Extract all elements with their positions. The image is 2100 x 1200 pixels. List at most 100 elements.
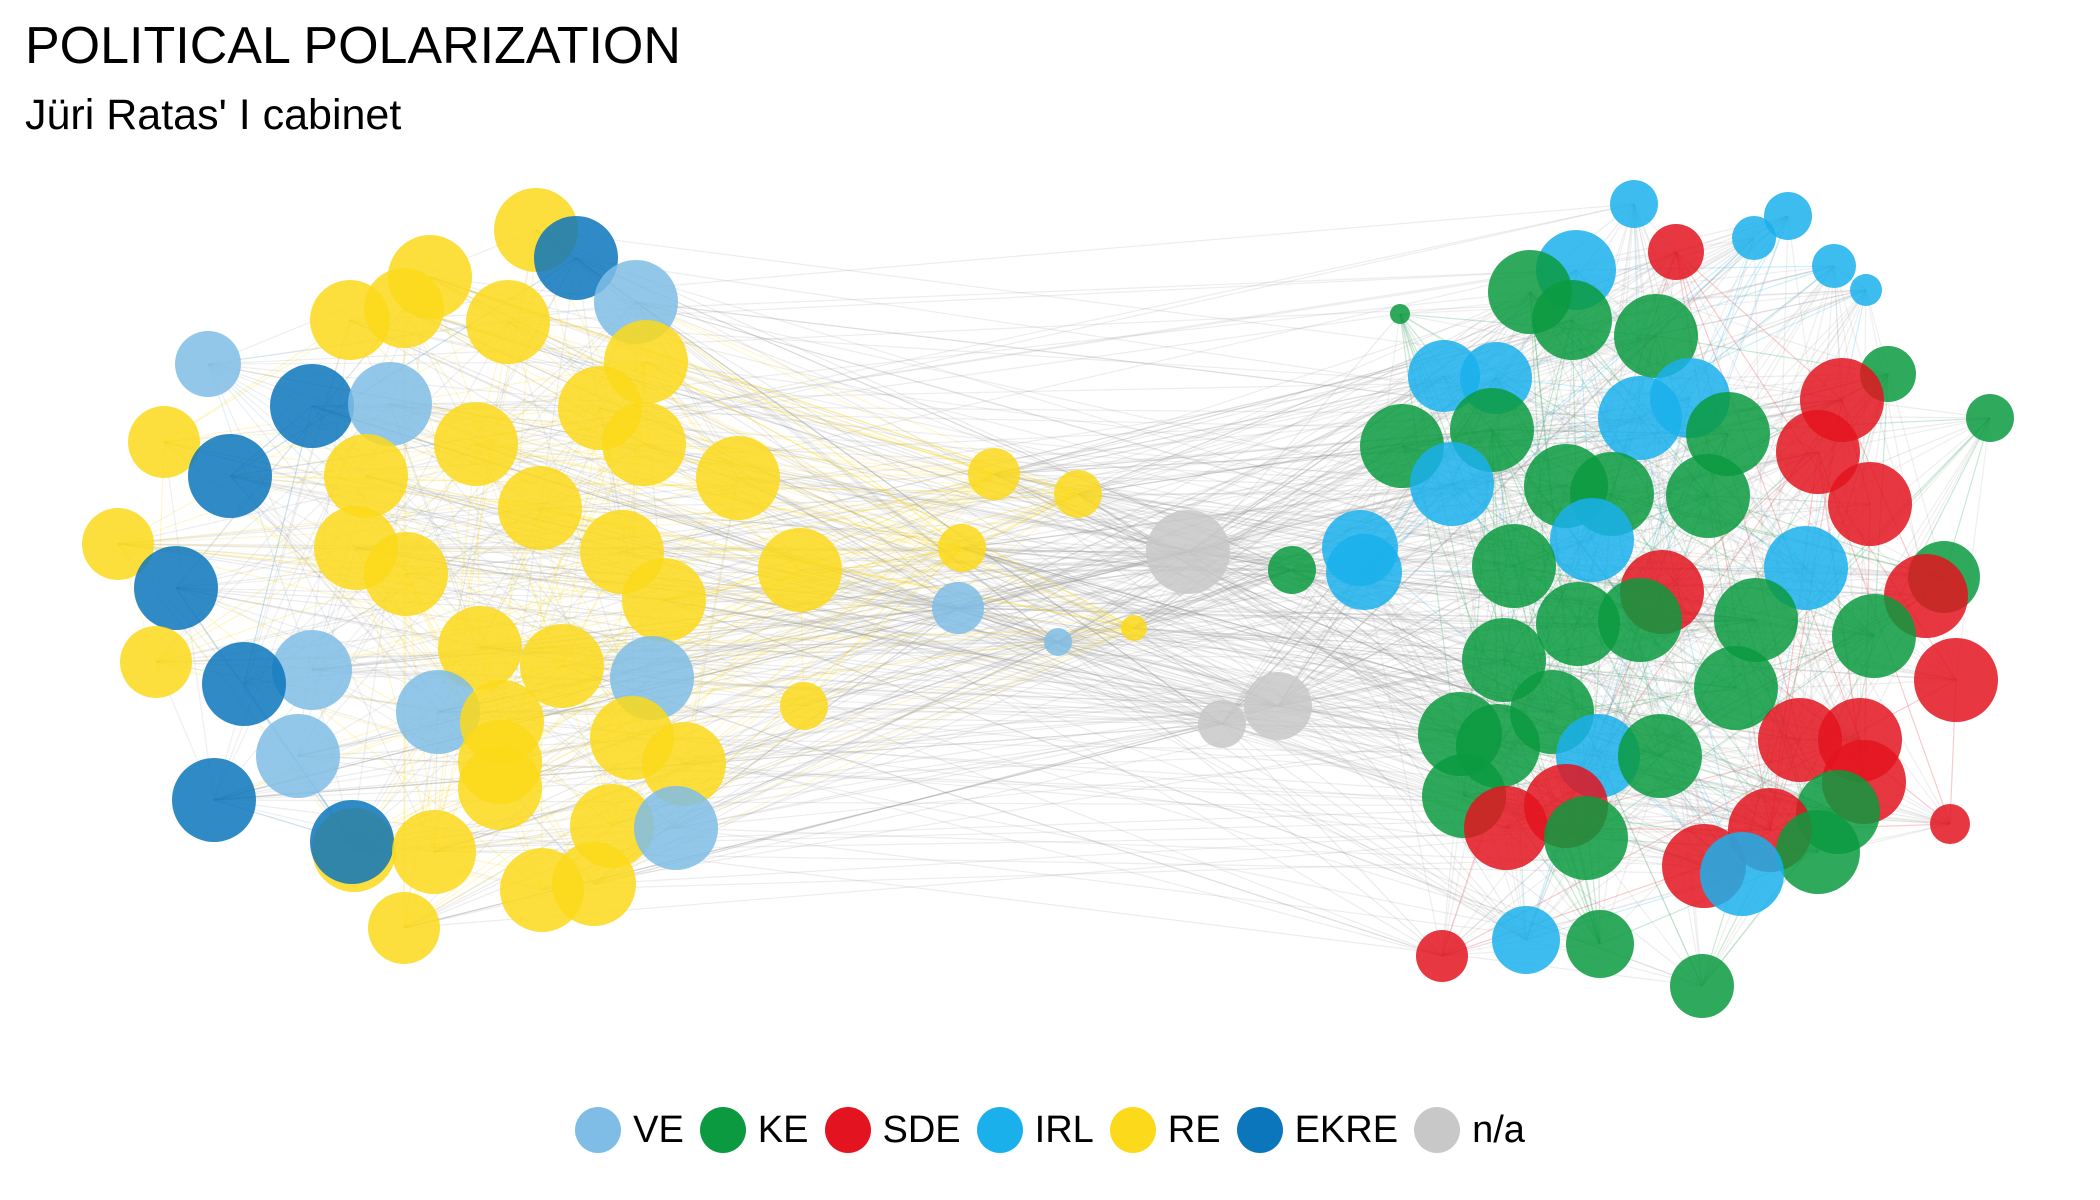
graph-edge	[683, 705, 1279, 765]
legend-label-ve: VE	[633, 1109, 684, 1151]
graph-edge	[403, 473, 995, 929]
graph-edge	[405, 569, 1293, 575]
graph-edge	[961, 547, 1553, 713]
graph-edge	[803, 705, 1223, 725]
graph-edge	[645, 361, 1189, 553]
legend: VE KE SDE IRL RE EKRE n/a	[0, 1098, 2100, 1162]
graph-edge	[175, 443, 645, 589]
graph-edge	[1597, 755, 1703, 987]
graph-edge	[429, 276, 613, 827]
graph-node	[1832, 594, 1916, 678]
graph-edge	[561, 665, 1443, 957]
graph-edge	[1133, 627, 1737, 689]
graph-edge	[635, 301, 1059, 643]
legend-swatch-re	[1109, 1107, 1156, 1153]
page-subtitle: Jüri Ratas' I cabinet	[25, 91, 402, 139]
legend-label-na: n/a	[1472, 1109, 1525, 1151]
graph-edge	[297, 679, 1957, 757]
graph-edge	[213, 551, 1189, 801]
graph-edge	[1057, 335, 1657, 643]
graph-edge	[349, 319, 1279, 707]
graph-edge	[1525, 739, 1801, 941]
graph-edge	[243, 405, 313, 685]
graph-edge	[675, 627, 1135, 829]
graph-node	[1390, 304, 1410, 324]
graph-node	[1776, 410, 1860, 494]
graph-edge	[507, 321, 1661, 757]
graph-edge	[1133, 627, 1527, 941]
graph-edge	[207, 363, 313, 671]
graph-edge	[651, 493, 1079, 679]
graph-edge	[957, 607, 1527, 941]
graph-edge	[961, 547, 1553, 713]
graph-edge	[1057, 641, 1527, 941]
graph-edge	[645, 361, 1135, 629]
graph-node	[932, 582, 984, 634]
graph-edge	[349, 319, 1223, 725]
graph-edge	[961, 547, 1515, 567]
graph-node	[1610, 180, 1658, 228]
graph-edge	[433, 641, 1059, 853]
graph-edge	[243, 301, 637, 685]
graph-edge	[1805, 567, 1951, 825]
graph-edge	[479, 551, 1189, 649]
graph-node	[968, 448, 1020, 500]
graph-edge	[355, 547, 1279, 707]
graph-edge	[1661, 417, 1991, 593]
graph-edge	[1291, 569, 1527, 941]
graph-edge	[993, 473, 1361, 549]
graph-edge	[1077, 493, 1499, 747]
legend-swatch-ekre	[1236, 1107, 1283, 1153]
graph-node	[1850, 274, 1882, 306]
graph-edge	[1133, 627, 1505, 661]
graph-edge	[993, 319, 1573, 475]
graph-edge	[993, 473, 1613, 495]
graph-edge	[631, 737, 1443, 957]
graph-edge	[621, 551, 1223, 725]
graph-node	[1198, 700, 1246, 748]
legend-label-sde: SDE	[882, 1109, 961, 1151]
graph-edge	[213, 745, 1499, 801]
graph-edge	[993, 473, 1361, 549]
graph-edge	[365, 475, 1135, 629]
graph-node	[520, 624, 604, 708]
graph-node	[270, 364, 354, 448]
graph-edge	[389, 403, 1293, 571]
graph-edge	[1639, 417, 1743, 875]
graph-edge	[635, 301, 963, 549]
graph-edge	[1057, 445, 1403, 643]
graph-node	[1700, 832, 1784, 916]
graph-edge	[1133, 627, 1737, 689]
graph-node	[1268, 546, 1316, 594]
graph-edge	[957, 607, 1819, 853]
graph-node	[172, 758, 256, 842]
graph-node	[1764, 526, 1848, 610]
graph-edge	[961, 547, 1461, 735]
graph-node	[1914, 638, 1998, 722]
graph-edge	[1187, 551, 1461, 735]
graph-edge	[243, 607, 959, 685]
graph-edge	[213, 551, 1189, 801]
graph-node	[1618, 714, 1702, 798]
graph-node	[120, 626, 192, 698]
graph-node	[348, 362, 432, 446]
graph-node	[534, 216, 618, 300]
graph-edge	[663, 493, 1079, 601]
graph-edge	[1441, 865, 1705, 957]
network-graph	[82, 180, 2014, 1018]
legend-swatch-na	[1414, 1107, 1461, 1153]
graph-edge	[737, 473, 995, 479]
graph-node	[1566, 910, 1634, 978]
graph-node	[368, 892, 440, 964]
graph-edge	[507, 321, 995, 475]
graph-edge	[1077, 493, 1461, 735]
graph-edge	[213, 705, 1279, 801]
graph-edge	[599, 407, 1135, 629]
graph-edge	[405, 573, 1601, 945]
graph-edge	[683, 539, 1593, 765]
graph-node	[696, 436, 780, 520]
graph-edge	[437, 705, 1279, 713]
legend-swatch-ve	[575, 1107, 622, 1153]
graph-node	[602, 402, 686, 486]
graph-node	[1758, 698, 1842, 782]
